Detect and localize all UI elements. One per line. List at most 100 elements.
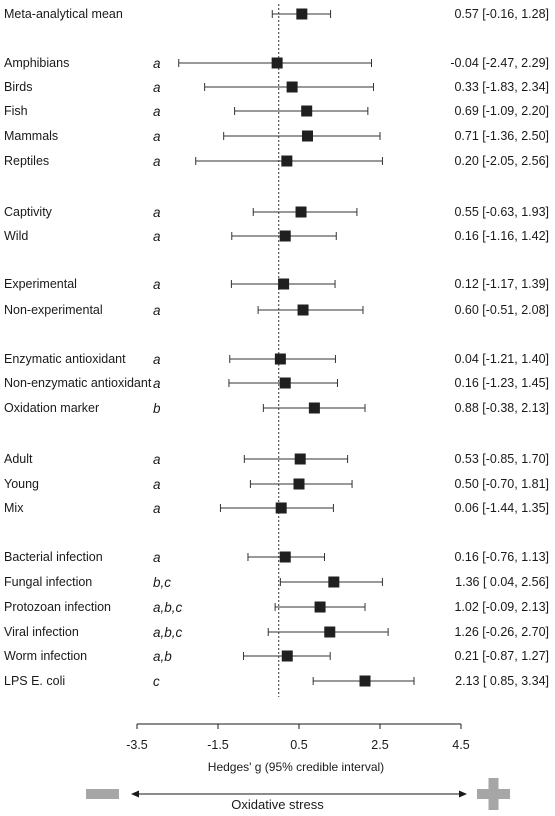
ci-value-label: 0.21 [-0.87, 1.27]: [454, 649, 549, 663]
forest-row: Young a 0.50 [-0.70, 1.81]: [4, 477, 549, 492]
estimate-marker: [294, 453, 306, 465]
group-letter: a: [153, 303, 161, 318]
group-letter: a,b,c: [153, 600, 183, 615]
minus-sign-icon: [86, 789, 119, 799]
ci-value-label: 0.16 [-1.16, 1.42]: [454, 229, 549, 243]
row-label: Bacterial infection: [4, 550, 103, 564]
group-letter: c: [153, 674, 160, 689]
group-letter: a: [153, 277, 161, 292]
ci-value-label: 0.16 [-0.76, 1.13]: [454, 550, 549, 564]
forest-row: Birds a 0.33 [-1.83, 2.34]: [4, 80, 549, 95]
ci-value-label: -0.04 [-2.47, 2.29]: [450, 56, 549, 70]
ci-value-label: 0.12 [-1.17, 1.39]: [454, 277, 549, 291]
estimate-marker: [308, 402, 320, 414]
group-letter: b,c: [153, 575, 171, 590]
direction-arrow: [131, 790, 467, 798]
row-label: Viral infection: [4, 625, 79, 639]
forest-row: Enzymatic antioxidant a 0.04 [-1.21, 1.40]: [4, 352, 549, 367]
forest-row: Captivity a 0.55 [-0.63, 1.93]: [4, 205, 549, 220]
forest-rows: Meta-analytical mean 0.57 [-0.16, 1.28] Am…: [4, 7, 549, 689]
ci-value-label: 0.88 [-0.38, 2.13]: [454, 401, 549, 415]
estimate-marker: [314, 601, 326, 613]
row-label: Amphibians: [4, 56, 69, 70]
estimate-marker: [281, 155, 293, 167]
row-label: Fungal infection: [4, 575, 92, 589]
group-letter: a,b: [153, 649, 172, 664]
x-tick-label: -1.5: [207, 738, 229, 752]
row-label: Fish: [4, 104, 28, 118]
ci-value-label: 0.33 [-1.83, 2.34]: [454, 80, 549, 94]
x-tick-label: -3.5: [126, 738, 148, 752]
oxidative-stress-label: Oxidative stress: [231, 797, 324, 812]
estimate-marker: [301, 105, 313, 117]
row-label: Reptiles: [4, 154, 49, 168]
forest-row: LPS E. coli c 2.13 [ 0.85, 3.34]: [4, 674, 549, 689]
forest-row: Viral infection a,b,c 1.26 [-0.26, 2.70]: [4, 625, 549, 640]
x-axis-title: Hedges' g (95% credible interval): [208, 760, 384, 774]
estimate-marker: [293, 478, 305, 490]
group-letter: a: [153, 129, 161, 144]
group-letter: b: [153, 401, 161, 416]
ci-value-label: 0.55 [-0.63, 1.93]: [454, 205, 549, 219]
ci-value-label: 1.26 [-0.26, 2.70]: [454, 625, 549, 639]
row-label: Meta-analytical mean: [4, 7, 123, 21]
ci-value-label: 0.16 [-1.23, 1.45]: [454, 376, 549, 390]
estimate-marker: [328, 576, 340, 588]
x-axis: -3.5 -1.5 0.5 2.5 4.5: [126, 723, 470, 752]
estimate-marker: [281, 650, 293, 662]
row-label: Non-experimental: [4, 303, 103, 317]
row-label: Adult: [4, 452, 33, 466]
forest-row: Protozoan infection a,b,c 1.02 [-0.09, 2.1…: [4, 600, 549, 615]
forest-row: Wild a 0.16 [-1.16, 1.42]: [4, 229, 549, 244]
group-letter: a: [153, 205, 161, 220]
ci-value-label: 0.71 [-1.36, 2.50]: [454, 129, 549, 143]
ci-value-label: 0.53 [-0.85, 1.70]: [454, 452, 549, 466]
ci-value-label: 0.60 [-0.51, 2.08]: [454, 303, 549, 317]
forest-row: Mix a 0.06 [-1.44, 1.35]: [4, 501, 549, 516]
estimate-marker: [296, 8, 308, 20]
group-letter: a: [153, 550, 161, 565]
ci-value-label: 2.13 [ 0.85, 3.34]: [455, 674, 549, 688]
estimate-marker: [359, 675, 371, 687]
forest-row: Experimental a 0.12 [-1.17, 1.39]: [4, 277, 549, 292]
estimate-marker: [279, 551, 291, 563]
ci-value-label: 0.57 [-0.16, 1.28]: [454, 7, 549, 21]
forest-row: Meta-analytical mean 0.57 [-0.16, 1.28]: [4, 7, 549, 21]
x-tick-label: 0.5: [290, 738, 307, 752]
estimate-marker: [324, 626, 336, 638]
estimate-marker: [295, 206, 307, 218]
forest-row: Bacterial infection a 0.16 [-0.76, 1.13]: [4, 550, 549, 565]
group-letter: a,b,c: [153, 625, 183, 640]
row-label: Mix: [4, 501, 24, 515]
forest-row: Fungal infection b,c 1.36 [ 0.04, 2.56]: [4, 575, 549, 590]
row-label: Experimental: [4, 277, 77, 291]
forest-row: Fish a 0.69 [-1.09, 2.20]: [4, 104, 549, 119]
row-label: Non-enzymatic antioxidant: [4, 376, 152, 390]
row-label: Oxidation marker: [4, 401, 99, 415]
group-letter: a: [153, 477, 161, 492]
estimate-marker: [286, 81, 298, 93]
forest-row: Mammals a 0.71 [-1.36, 2.50]: [4, 129, 549, 144]
estimate-marker: [278, 278, 290, 290]
group-letter: a: [153, 352, 161, 367]
ci-value-label: 0.06 [-1.44, 1.35]: [454, 501, 549, 515]
group-letter: a: [153, 104, 161, 119]
group-letter: a: [153, 229, 161, 244]
forest-row: Adult a 0.53 [-0.85, 1.70]: [4, 452, 549, 467]
group-letter: a: [153, 56, 161, 71]
estimate-marker: [271, 57, 283, 69]
forest-row: Non-enzymatic antioxidant a 0.16 [-1.23, 1…: [4, 376, 549, 391]
row-label: Protozoan infection: [4, 600, 111, 614]
group-letter: a: [153, 80, 161, 95]
ci-value-label: 0.50 [-0.70, 1.81]: [454, 477, 549, 491]
row-label: Mammals: [4, 129, 58, 143]
forest-row: Non-experimental a 0.60 [-0.51, 2.08]: [4, 303, 549, 318]
row-label: Worm infection: [4, 649, 87, 663]
row-label: Enzymatic antioxidant: [4, 352, 126, 366]
plus-sign-icon: [477, 778, 510, 810]
ci-value-label: 0.04 [-1.21, 1.40]: [454, 352, 549, 366]
estimate-marker: [274, 353, 286, 365]
group-letter: a: [153, 376, 161, 391]
group-letter: a: [153, 452, 161, 467]
